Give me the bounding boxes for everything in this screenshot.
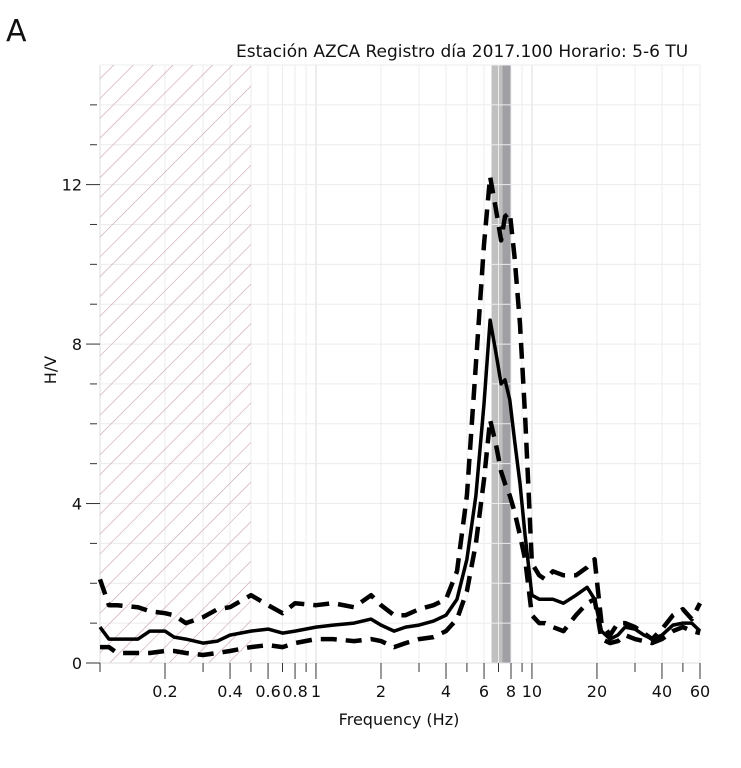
chart-title: Estación AZCA Registro día 2017.100 Hora… <box>236 42 689 62</box>
y-tick-label: 8 <box>72 335 82 354</box>
hatched-invalid-region <box>100 65 251 663</box>
series-lines <box>97 174 702 658</box>
x-tick-label: 8 <box>506 682 516 701</box>
y-axis-label: H/V <box>41 356 60 384</box>
panel-label: A <box>6 14 27 49</box>
x-tick-label: 4 <box>441 682 451 701</box>
x-tick-label: 6 <box>479 682 489 701</box>
x-tick-label: 0.8 <box>282 682 307 701</box>
x-tick-label: 0.6 <box>255 682 280 701</box>
x-tick-label: 20 <box>587 682 607 701</box>
x-tick-label: 0.4 <box>217 682 242 701</box>
x-tick-label: 2 <box>376 682 386 701</box>
x-tick-label: 40 <box>652 682 672 701</box>
x-tick-label: 10 <box>522 682 542 701</box>
hatch-fill <box>100 65 251 663</box>
peak-frequency-bands <box>491 65 512 663</box>
series-plus-std <box>97 174 702 642</box>
series-minus-std <box>100 417 701 658</box>
x-tick-label: 1 <box>311 682 321 701</box>
series-mean <box>98 318 702 645</box>
y-tick-label: 0 <box>72 654 82 673</box>
y-tick-label: 12 <box>62 176 82 195</box>
y-tick-label: 4 <box>72 495 82 514</box>
peak-band-1 <box>502 65 512 663</box>
x-axis-label: Frequency (Hz) <box>339 710 460 729</box>
x-tick-label: 60 <box>690 682 710 701</box>
x-tick-label: 0.2 <box>152 682 177 701</box>
